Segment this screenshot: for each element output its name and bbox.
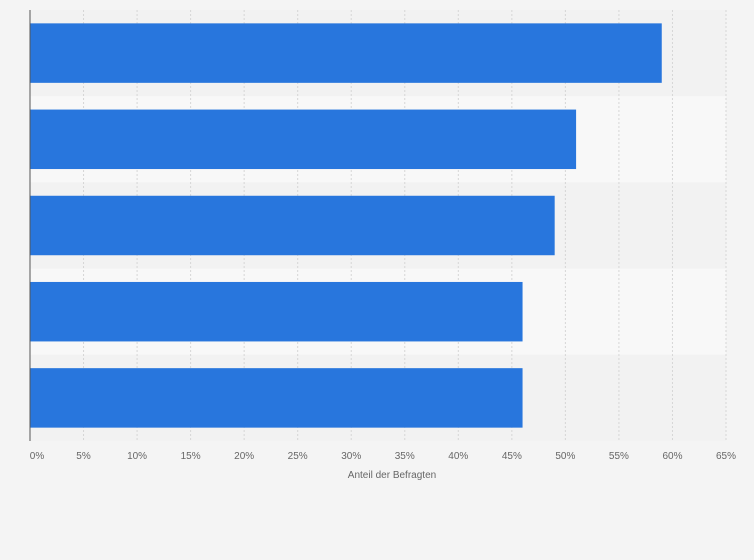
x-tick-label: 15%: [181, 451, 201, 462]
x-tick-label: 5%: [76, 451, 91, 462]
x-tick-label: 0%: [30, 451, 45, 462]
x-tick-label: 65%: [716, 451, 736, 462]
x-tick-label: 40%: [448, 451, 468, 462]
x-tick-label: 20%: [234, 451, 254, 462]
x-tick-label: 35%: [395, 451, 415, 462]
x-tick-label: 30%: [341, 451, 361, 462]
x-axis-title: Anteil der Befragten: [348, 470, 436, 481]
x-tick-labels: 0% 5% 10% 15% 20% 25% 30% 35% 40% 45% 50% 55% 60% 65%: [30, 451, 736, 462]
bar: [30, 281, 523, 342]
x-tick-label: 25%: [288, 451, 308, 462]
bar: [30, 23, 662, 83]
bar: [30, 109, 577, 170]
x-tick-label: 60%: [662, 451, 682, 462]
bars: [30, 23, 662, 428]
bar: [30, 195, 555, 256]
x-tick-label: 10%: [127, 451, 147, 462]
x-tick-label: 50%: [555, 451, 575, 462]
x-tick-label: 45%: [502, 451, 522, 462]
x-tick-label: 55%: [609, 451, 629, 462]
bar: [30, 368, 523, 428]
